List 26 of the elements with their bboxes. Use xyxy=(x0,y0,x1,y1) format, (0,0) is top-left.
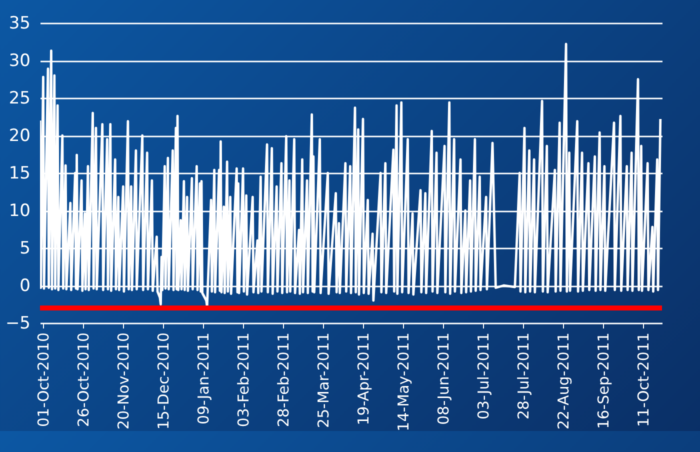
x-tick-label: 11-Oct-2011 xyxy=(634,332,652,427)
y-tick-label: 10 xyxy=(8,201,30,221)
x-tick-label: 01-Oct-2010 xyxy=(34,332,53,427)
y-tick-label: −5 xyxy=(5,314,30,334)
y-tick-label: 5 xyxy=(20,238,30,258)
y-tick-label: 20 xyxy=(8,126,30,146)
y-tick-label: 25 xyxy=(8,88,30,108)
x-tick-label: 14-May-2011 xyxy=(394,332,412,432)
y-tick-label: 35 xyxy=(8,14,30,34)
y-tick-label: 30 xyxy=(8,51,30,71)
x-tick-label: 03-Jul-2011 xyxy=(474,332,492,420)
x-tick-label: 16-Sep-2011 xyxy=(594,332,612,429)
x-tick-label: 26-Oct-2010 xyxy=(74,332,93,427)
x-tick-label: 25-Mar-2011 xyxy=(314,332,333,428)
x-tick-label: 15-Dec-2010 xyxy=(154,332,173,430)
x-tick-label: 28-Jul-2011 xyxy=(514,332,532,420)
x-tick-label: 03-Feb-2011 xyxy=(234,332,253,428)
x-tick-label: 28-Feb-2011 xyxy=(274,332,293,428)
x-tick-label: 22-Aug-2011 xyxy=(554,332,572,430)
x-tick-label: 09-Jan-2011 xyxy=(194,332,213,425)
x-tick-label: 19-Apr-2011 xyxy=(354,332,372,426)
y-tick-label: 0 xyxy=(20,276,30,296)
x-tick-label: 08-Jun-2011 xyxy=(434,332,452,425)
y-tick-label: 15 xyxy=(8,164,30,184)
x-tick-label: 20-Nov-2010 xyxy=(114,332,133,430)
line-series xyxy=(40,42,662,308)
